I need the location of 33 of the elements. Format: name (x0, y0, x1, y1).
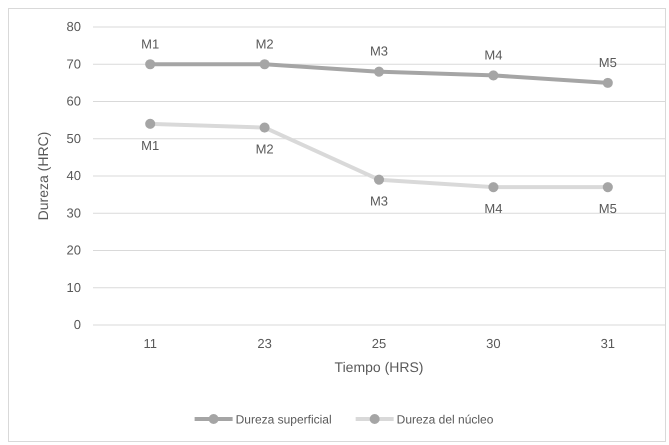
x-tick-label: 11 (143, 336, 157, 352)
annotation: M2 (256, 36, 274, 52)
y-tick-label: 70 (66, 56, 81, 72)
annotation: M3 (370, 194, 388, 209)
y-tick-label: 80 (66, 19, 81, 34)
point (488, 70, 498, 80)
y-tick-label: 20 (66, 242, 81, 258)
y-tick-label: 60 (66, 94, 81, 109)
annotation: M5 (598, 54, 617, 70)
point (260, 59, 270, 70)
annotation: M1 (141, 138, 160, 153)
annotation: M4 (484, 47, 502, 62)
annotation: M5 (598, 201, 617, 216)
annotation: M3 (370, 44, 388, 59)
x-axis-title: Tiempo (HRS) (334, 359, 424, 375)
y-tick-label: 30 (66, 205, 81, 220)
legend-label: Dureza superficial (236, 412, 332, 426)
y-tick-label: 50 (66, 130, 81, 146)
x-tick-label: 23 (257, 336, 272, 352)
point (602, 78, 613, 88)
y-tick-label: 10 (66, 280, 81, 295)
annotation: M4 (484, 201, 502, 216)
annotation: M2 (256, 142, 274, 157)
point (145, 59, 156, 70)
legend-label: Dureza del núcleo (396, 412, 494, 426)
x-tick-label: 30 (486, 336, 501, 352)
x-tick-label: 31 (600, 336, 616, 352)
x-tick-label: 25 (372, 336, 386, 352)
point (374, 66, 384, 77)
annotation: M1 (141, 36, 160, 52)
y-axis-title: Dureza (HRC) (35, 132, 51, 220)
y-tick-label: 40 (66, 168, 81, 184)
y-tick-label: 0 (74, 317, 81, 332)
